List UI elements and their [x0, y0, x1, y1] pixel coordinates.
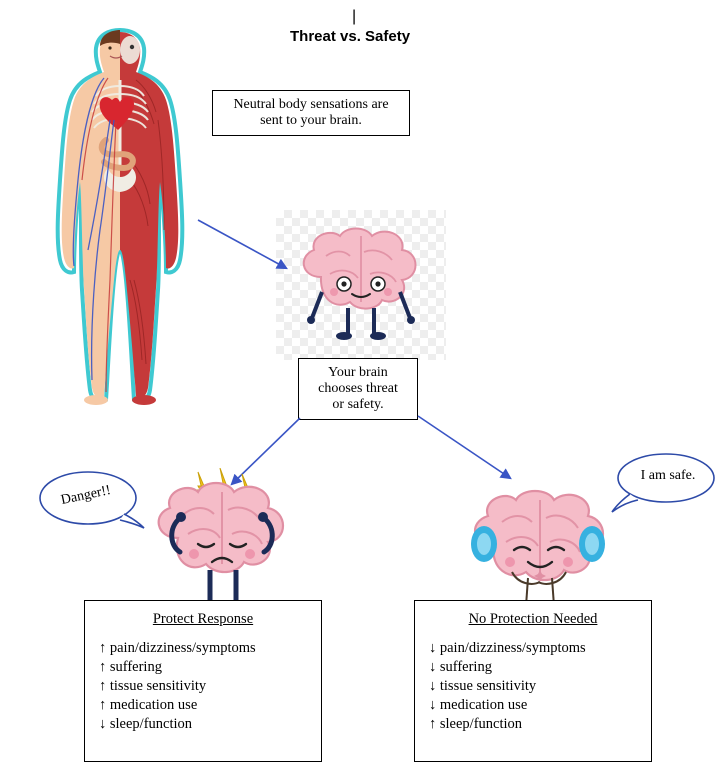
- box1-line2: sent to your brain.: [223, 113, 399, 129]
- list-item: ↓ suffering: [429, 659, 637, 676]
- list-item: ↑ tissue sensitivity: [99, 678, 307, 695]
- no-protection-box: No Protection Needed ↓ pain/dizziness/sy…: [414, 600, 652, 762]
- box2-line2: chooses threat: [309, 381, 407, 397]
- list-item: ↓ medication use: [429, 697, 637, 714]
- speech-bubble-safe: I am safe.: [608, 450, 718, 520]
- list-item: ↑ suffering: [99, 659, 307, 676]
- box1-line1: Neutral body sensations are: [223, 97, 399, 113]
- list-item: ↑ medication use: [99, 697, 307, 714]
- list-item: ↓ pain/dizziness/symptoms: [429, 640, 637, 657]
- protect-response-title: Protect Response: [99, 611, 307, 628]
- list-item: ↓ sleep/function: [99, 716, 307, 733]
- human-anatomy-figure: [40, 20, 200, 410]
- brain-neutral-figure: [286, 222, 436, 352]
- no-protection-list: ↓ pain/dizziness/symptoms ↓ suffering ↓ …: [429, 640, 637, 733]
- box2-line1: Your brain: [309, 365, 407, 381]
- no-protection-title: No Protection Needed: [429, 611, 637, 628]
- text-cursor-mark: |: [352, 8, 356, 26]
- page-title: Threat vs. Safety: [290, 28, 410, 45]
- neutral-sensations-box: Neutral body sensations are sent to your…: [212, 90, 410, 136]
- protect-response-list: ↑ pain/dizziness/symptoms ↑ suffering ↑ …: [99, 640, 307, 733]
- brain-chooses-box: Your brain chooses threat or safety.: [298, 358, 418, 420]
- box2-line3: or safety.: [309, 397, 407, 413]
- speech-bubble-danger: Danger!!: [38, 468, 148, 538]
- list-item: ↓ tissue sensitivity: [429, 678, 637, 695]
- list-item: ↑ pain/dizziness/symptoms: [99, 640, 307, 657]
- speech-safe-text: I am safe.: [641, 468, 696, 484]
- speech-danger-text: Danger!!: [60, 483, 113, 509]
- protect-response-box: Protect Response ↑ pain/dizziness/sympto…: [84, 600, 322, 762]
- list-item: ↑ sleep/function: [429, 716, 637, 733]
